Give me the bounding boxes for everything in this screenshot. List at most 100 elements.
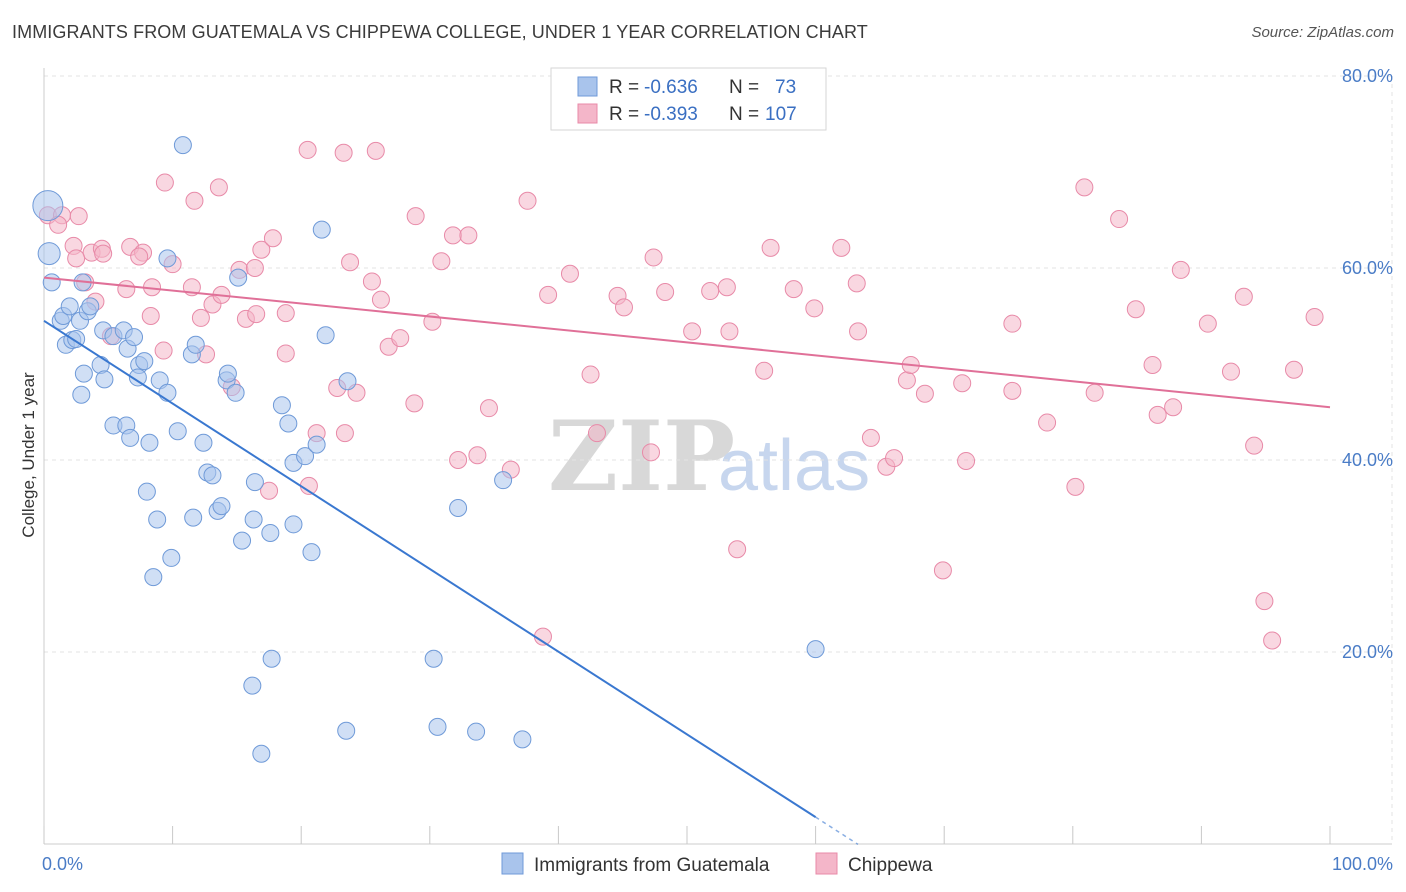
- chippewa-point-40: [391, 329, 410, 348]
- chippewa-point-31: [245, 259, 264, 277]
- guatemala-point-58: [302, 543, 321, 562]
- guatemala-point-68: [424, 649, 443, 668]
- chippewa-point-20: [155, 173, 174, 192]
- chippewa-point-95: [1126, 300, 1145, 319]
- chippewa-point-84: [915, 384, 934, 403]
- legend-n-value-chippewa: 107: [765, 104, 797, 125]
- legend-swatch-chippewa: [577, 103, 598, 124]
- chippewa-point-44: [459, 226, 478, 245]
- guatemala-point-40: [229, 268, 248, 287]
- guatemala-point-66: [252, 744, 271, 763]
- chippewa-point-73: [761, 238, 780, 257]
- chippewa-point-81: [885, 449, 904, 468]
- chippewa-point-41: [406, 207, 425, 226]
- chippewa-point-30: [252, 240, 271, 259]
- trendline-guatemala: [43, 319, 817, 818]
- guatemala-point-31: [121, 428, 140, 447]
- chippewa-point-21: [185, 191, 204, 210]
- x-tick-label-max: 100.0%: [1332, 854, 1393, 874]
- y-tick-label-60: 60.0%: [1342, 258, 1393, 278]
- watermark-zip: ZIP: [548, 400, 735, 513]
- series-legend-swatch-guatemala: [501, 852, 524, 875]
- chippewa-point-106: [1284, 360, 1303, 379]
- source-credit: Source: ZipAtlas.com: [1251, 24, 1394, 41]
- guatemala-point-28: [128, 368, 147, 387]
- y-tick-label-80: 80.0%: [1342, 66, 1393, 86]
- guatemala-point-53: [245, 473, 264, 492]
- chippewa-point-35: [298, 140, 317, 159]
- series-legend-label-chippewa: Chippewa: [848, 855, 933, 876]
- guatemala-point-41: [312, 220, 331, 239]
- y-tick-label-40: 40.0%: [1342, 450, 1393, 470]
- guatemala-point-48: [307, 435, 326, 454]
- chippewa-point-34: [276, 304, 295, 323]
- chippewa-point-68: [683, 322, 702, 341]
- guatemala-point-0: [32, 190, 64, 222]
- y-tick-label-20: 20.0%: [1342, 642, 1393, 662]
- chippewa-point-61: [539, 285, 558, 304]
- watermark: ZIP atlas: [548, 400, 870, 513]
- chippewa-point-88: [1003, 381, 1022, 400]
- chippewa-point-70: [717, 278, 736, 297]
- chippewa-point-65: [614, 298, 633, 317]
- guatemala-point-71: [513, 730, 532, 749]
- legend-n-label-chippewa: N =: [729, 104, 759, 125]
- chippewa-point-22: [209, 178, 228, 197]
- guatemala-point-44: [272, 396, 291, 415]
- guatemala-points: [32, 136, 825, 763]
- guatemala-point-27: [158, 383, 177, 402]
- chippewa-point-33: [276, 344, 295, 363]
- guatemala-point-13: [72, 385, 91, 404]
- series-legend: Immigrants from Guatemala Chippewa: [501, 852, 933, 876]
- chippewa-point-85: [933, 561, 952, 580]
- guatemala-point-61: [184, 508, 203, 527]
- guatemala-point-18: [74, 364, 93, 383]
- guatemala-point-70: [467, 722, 486, 741]
- chippewa-points: [38, 140, 1324, 650]
- guatemala-point-52: [212, 497, 231, 516]
- chippewa-point-92: [1075, 178, 1094, 197]
- chippewa-point-109: [728, 540, 747, 559]
- chippewa-point-111: [587, 424, 606, 443]
- chippewa-point-82: [897, 371, 916, 390]
- chippewa-point-66: [644, 248, 663, 267]
- chippewa-point-46: [405, 394, 424, 413]
- chippewa-point-72: [755, 361, 774, 380]
- chippewa-point-58: [479, 399, 498, 418]
- chippewa-point-18: [154, 341, 173, 360]
- guatemala-point-56: [261, 523, 280, 542]
- guatemala-point-39: [226, 383, 245, 402]
- guatemala-point-74: [806, 640, 825, 659]
- series-legend-label-guatemala: Immigrants from Guatemala: [534, 855, 770, 876]
- chippewa-point-57: [449, 451, 468, 469]
- legend-swatch-guatemala: [577, 76, 598, 97]
- chippewa-point-78: [849, 322, 868, 341]
- chippewa-point-100: [1198, 314, 1217, 333]
- guatemala-point-62: [137, 482, 156, 501]
- chippewa-point-24: [191, 308, 210, 327]
- chippewa-point-54: [260, 481, 279, 500]
- x-tick-label-min: 0.0%: [42, 854, 83, 874]
- chippewa-point-62: [560, 264, 579, 283]
- guatemala-point-63: [144, 568, 163, 587]
- chippewa-point-43: [443, 226, 462, 245]
- guatemala-point-35: [186, 335, 205, 354]
- chippewa-point-96: [1143, 355, 1162, 374]
- guatemala-point-2: [42, 273, 61, 292]
- chippewa-point-12: [117, 280, 136, 299]
- legend-r-value-chippewa: -0.393: [644, 104, 698, 125]
- chippewa-point-112: [468, 446, 487, 465]
- legend-n-value-guatemala: 73: [775, 77, 796, 98]
- guatemala-point-47: [296, 447, 315, 466]
- series-legend-swatch-chippewa: [815, 852, 838, 875]
- guatemala-point-60: [162, 548, 181, 567]
- guatemala-point-64: [262, 649, 281, 668]
- chippewa-point-94: [1110, 210, 1129, 229]
- guatemala-point-55: [233, 531, 252, 550]
- y-tick-labels: 20.0% 40.0% 60.0% 80.0%: [1342, 66, 1393, 662]
- chippewa-point-38: [366, 141, 385, 160]
- x-tick-labels: 0.0% 100.0%: [42, 854, 1393, 874]
- guatemala-point-42: [316, 326, 335, 345]
- chippewa-point-63: [581, 365, 600, 384]
